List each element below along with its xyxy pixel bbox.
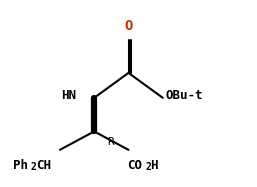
Text: 2: 2 xyxy=(31,162,36,172)
Text: R: R xyxy=(107,137,114,147)
Text: CO: CO xyxy=(127,159,142,171)
Text: OBu-t: OBu-t xyxy=(165,89,203,102)
Text: HN: HN xyxy=(61,89,76,102)
Text: CH: CH xyxy=(36,159,51,171)
Text: Ph: Ph xyxy=(13,159,28,171)
Text: O: O xyxy=(124,19,133,33)
Text: 2: 2 xyxy=(145,162,151,172)
Text: H: H xyxy=(150,159,158,171)
